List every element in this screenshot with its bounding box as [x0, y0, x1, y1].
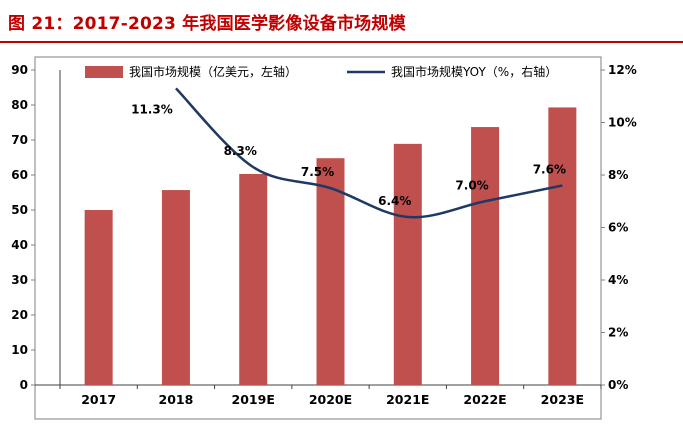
left-axis-label: 90 [11, 63, 28, 77]
bar-2023E [548, 107, 577, 385]
yoy-label-2019E: 8.3% [224, 144, 257, 158]
legend-bar-swatch [85, 66, 123, 78]
bar-2020E [316, 158, 345, 385]
left-axis-label: 50 [11, 203, 28, 217]
figure-title-row: 图 21：2017-2023 年我国医学影像设备市场规模 [0, 0, 683, 43]
right-axis-label: 8% [608, 168, 628, 182]
combo-chart: 0 10 20 30 40 50 60 70 80 90 0% 2% 4% 6% 8% 10% 12% 2017 2… [11, 56, 637, 420]
right-axis-label: 4% [608, 273, 628, 287]
left-axis-label: 0 [20, 378, 28, 392]
left-axis-label: 40 [11, 238, 28, 252]
legend-bar-label: 我国市场规模（亿美元，左轴） [129, 64, 297, 79]
left-axis-label: 30 [11, 273, 28, 287]
bar-2021E [393, 143, 422, 385]
yoy-label-2018: 11.3% [131, 102, 173, 116]
left-axis-label: 80 [11, 98, 28, 112]
x-axis-category-label: 2022E [463, 392, 506, 407]
figure-title: 图 21：2017-2023 年我国医学影像设备市场规模 [8, 14, 406, 34]
bar-2022E [471, 127, 500, 386]
x-axis-category-label: 2020E [309, 392, 352, 407]
x-axis-category-label: 2021E [386, 392, 429, 407]
yoy-label-2021E: 6.4% [378, 194, 411, 208]
left-axis-label: 20 [11, 308, 28, 322]
right-axis-label: 10% [608, 116, 637, 130]
yoy-label-2020E: 7.5% [301, 165, 334, 179]
yoy-line [175, 87, 563, 219]
x-axis-category-label: 2017 [81, 392, 116, 407]
right-axis-label: 6% [608, 221, 628, 235]
bar-2018 [161, 190, 190, 385]
bar-2019E [239, 173, 268, 385]
left-axis-label: 10 [11, 343, 28, 357]
chart-container: 0 10 20 30 40 50 60 70 80 90 0% 2% 4% 6% 8% 10% 12% 2017 2… [0, 43, 683, 432]
right-axis-label: 12% [608, 63, 637, 77]
left-axis-label: 60 [11, 168, 28, 182]
legend-line-label: 我国市场规模YOY（%，右轴） [391, 64, 557, 79]
x-axis-category-label: 2018 [159, 392, 194, 407]
right-axis-label: 0% [608, 378, 628, 392]
bar-2017 [84, 210, 113, 385]
yoy-label-2023E: 7.6% [533, 163, 566, 177]
x-axis-category-label: 2019E [232, 392, 275, 407]
yoy-label-2022E: 7.0% [455, 178, 488, 192]
left-axis-label: 70 [11, 133, 28, 147]
chart-frame [34, 56, 602, 420]
x-axis-category-label: 2023E [541, 392, 584, 407]
right-axis-label: 2% [608, 326, 628, 340]
